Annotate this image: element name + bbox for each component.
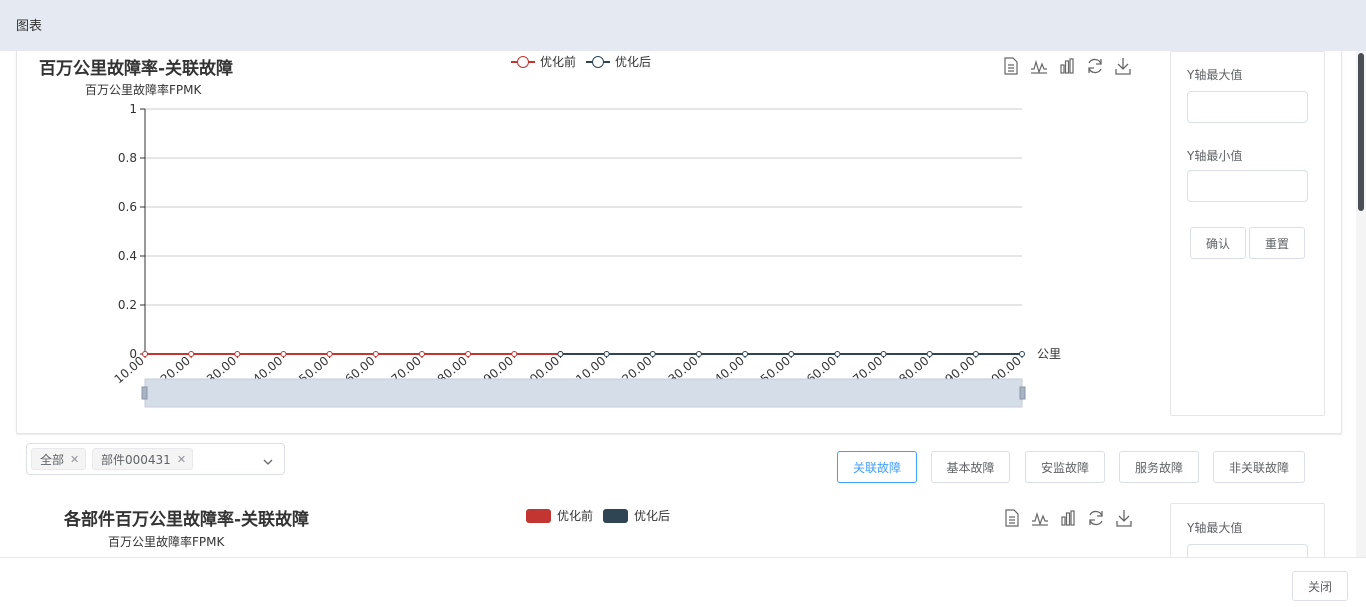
legend-item-before[interactable]: 优化前: [511, 53, 576, 70]
close-button[interactable]: 关闭: [1292, 571, 1348, 601]
y-tick-label: 0.2: [118, 298, 137, 312]
data-point: [326, 351, 333, 357]
data-point: [188, 351, 195, 357]
legend-label: 优化前: [540, 55, 577, 69]
data-point: [142, 351, 148, 357]
y-axis-unit: 百万公里故障率FPMK: [85, 83, 202, 97]
data-point: [418, 351, 425, 357]
dialog-header: 图表: [0, 0, 1366, 51]
section-divider: [16, 434, 1342, 435]
download-icon[interactable]: [1109, 56, 1137, 76]
data-point: [372, 351, 379, 357]
dialog-title: 图表: [16, 19, 43, 34]
download-icon[interactable]: [1110, 508, 1138, 528]
data-point: [511, 351, 518, 357]
restore-icon[interactable]: [1081, 56, 1109, 76]
y-max-input[interactable]: [1187, 544, 1308, 557]
chart2-legend: 优化前 优化后: [526, 507, 680, 524]
select-tag: 部件000431 ✕: [92, 448, 194, 470]
tab-related-fault[interactable]: 关联故障: [837, 451, 917, 483]
data-point: [557, 351, 564, 357]
scrollbar-thumb[interactable]: [1358, 53, 1364, 211]
tab-service-fault[interactable]: 服务故障: [1119, 451, 1199, 483]
legend-label: 优化后: [634, 509, 671, 523]
y-tick-label: 0.8: [118, 151, 137, 165]
reset-button[interactable]: 重置: [1249, 227, 1305, 259]
tab-basic-fault[interactable]: 基本故障: [931, 451, 1010, 483]
y-axis-range-panel: Y轴最大值 Y轴最小值 确认 重置: [1170, 51, 1325, 416]
data-point: [1019, 351, 1025, 357]
dialog-body: 百万公里故障率-关联故障 百万公里故障率FPMK 优化前 优化后: [0, 51, 1366, 557]
chart2-y-axis-range-panel: Y轴最大值: [1170, 503, 1325, 557]
y-tick-label: 0: [129, 347, 137, 361]
bar-chart-icon[interactable]: [1054, 508, 1082, 528]
confirm-button[interactable]: 确认: [1190, 227, 1246, 259]
legend-line-marker-icon: [511, 55, 535, 69]
data-point: [465, 351, 472, 357]
data-point: [834, 351, 841, 357]
chart2-toolbox: [998, 508, 1138, 528]
bar-chart-icon[interactable]: [1053, 56, 1081, 76]
chart-toolbox: [997, 56, 1137, 76]
chart2-title: 各部件百万公里故障率-关联故障: [64, 510, 310, 530]
chart2-y-axis-unit: 百万公里故障率FPMK: [108, 535, 225, 549]
chart-card-fpmk: 百万公里故障率-关联故障 百万公里故障率FPMK 优化前 优化后: [16, 51, 1342, 434]
legend-item-after[interactable]: 优化后: [586, 53, 651, 70]
tab-safety-fault[interactable]: 安监故障: [1025, 451, 1105, 483]
y-tick-label: 0.4: [118, 249, 137, 263]
close-icon[interactable]: ✕: [176, 452, 187, 466]
chart-legend: 优化前 优化后: [511, 53, 661, 70]
data-point: [280, 351, 287, 357]
restore-icon[interactable]: [1082, 508, 1110, 528]
data-point: [695, 351, 702, 357]
data-view-icon[interactable]: [998, 508, 1026, 528]
x-axis-unit: 公里: [1037, 347, 1061, 361]
data-point: [926, 351, 933, 357]
y-tick-label: 0.6: [118, 200, 137, 214]
y-max-input[interactable]: [1187, 91, 1308, 123]
legend-bar-swatch-icon: [526, 508, 551, 523]
y-min-label: Y轴最小值: [1187, 149, 1243, 163]
data-point: [788, 351, 795, 357]
chevron-down-icon[interactable]: [262, 453, 274, 472]
tab-unrelated-fault[interactable]: 非关联故障: [1213, 451, 1305, 483]
data-point: [880, 351, 887, 357]
legend-label: 优化前: [557, 509, 594, 523]
y-min-input[interactable]: [1187, 170, 1308, 202]
data-view-icon[interactable]: [997, 56, 1025, 76]
scrollbar-track[interactable]: [1356, 51, 1366, 557]
line-chart-icon[interactable]: [1026, 508, 1054, 528]
y-max-label: Y轴最大值: [1187, 68, 1243, 82]
data-point: [603, 351, 610, 357]
tag-label: 部件000431: [101, 452, 171, 467]
select-tag: 全部 ✕: [31, 448, 87, 470]
data-point: [649, 351, 656, 357]
legend-line-marker-icon: [586, 55, 611, 69]
legend-bar-swatch-icon: [603, 508, 629, 523]
datazoom-handle-left[interactable]: [141, 386, 148, 400]
data-point: [234, 351, 241, 357]
tag-label: 全部: [40, 452, 65, 467]
legend-item-before[interactable]: 优化前: [526, 507, 593, 524]
legend-item-after[interactable]: 优化后: [603, 507, 670, 524]
dialog-footer: 关闭: [0, 557, 1366, 614]
y-max-label: Y轴最大值: [1187, 521, 1243, 535]
data-point: [742, 351, 749, 357]
data-point: [972, 351, 979, 357]
chart-title: 百万公里故障率-关联故障: [39, 59, 234, 79]
legend-label: 优化后: [615, 55, 652, 69]
component-multi-select[interactable]: 全部 ✕ 部件000431 ✕: [26, 443, 285, 475]
line-chart-icon[interactable]: [1025, 56, 1053, 76]
y-tick-label: 1: [129, 102, 137, 116]
datazoom-track[interactable]: [144, 378, 1023, 408]
datazoom-handle-right[interactable]: [1019, 386, 1026, 400]
close-icon[interactable]: ✕: [70, 452, 80, 466]
